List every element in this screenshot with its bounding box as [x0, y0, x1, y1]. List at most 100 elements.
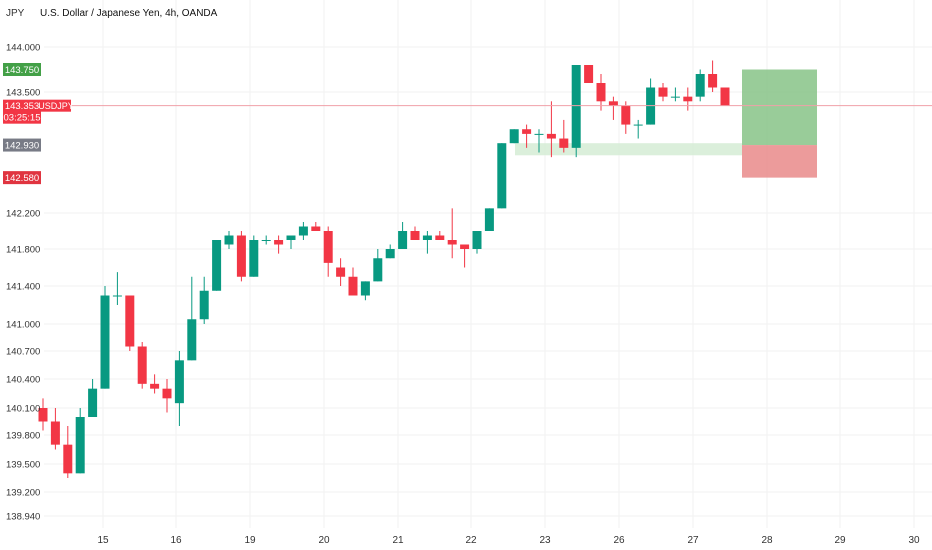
- candle-body: [311, 226, 321, 231]
- candle-body: [373, 258, 383, 282]
- y-tick-label: 138.940: [6, 512, 40, 523]
- candle: [112, 272, 122, 305]
- candle-body: [398, 231, 408, 249]
- entry-badge: 142.930: [3, 138, 41, 152]
- bar-countdown: 03:25:15: [4, 113, 41, 124]
- candle: [695, 69, 705, 102]
- candle-body: [546, 133, 556, 139]
- candle-body: [435, 235, 445, 240]
- candle: [286, 235, 296, 249]
- candle-body: [695, 74, 705, 97]
- x-tick-label: 19: [244, 535, 256, 546]
- candle: [249, 235, 259, 277]
- x-tick-label: 28: [761, 535, 773, 546]
- candle-body: [38, 408, 48, 422]
- candle: [50, 408, 60, 450]
- current-price-badge: 143.353 03:25:15 USDJPY: [3, 99, 74, 124]
- candle: [212, 240, 222, 291]
- candle-body: [212, 240, 222, 291]
- x-tick-label: 21: [392, 535, 404, 546]
- candle: [373, 249, 383, 282]
- candle-body: [249, 240, 259, 277]
- symbol-badge: USDJPY: [38, 101, 74, 111]
- candle-body: [174, 360, 184, 404]
- candle: [571, 65, 581, 158]
- candle: [224, 231, 234, 249]
- candle-body: [75, 417, 85, 474]
- candle-body: [571, 65, 581, 148]
- candle: [509, 129, 519, 144]
- stop-loss-zone[interactable]: [742, 145, 817, 178]
- candle: [497, 143, 507, 209]
- demand-zone: [515, 143, 742, 156]
- candle-body: [336, 267, 346, 277]
- candle-body: [720, 87, 730, 106]
- chart-title: U.S. Dollar / Japanese Yen, 4h, OANDA: [40, 8, 218, 19]
- candle-body: [112, 295, 122, 297]
- candle: [75, 408, 85, 474]
- candle-body: [274, 240, 284, 245]
- candle: [670, 87, 680, 102]
- candle-body: [559, 138, 569, 148]
- currency-label: JPY: [6, 8, 25, 19]
- candle: [584, 65, 594, 83]
- candle: [150, 374, 160, 394]
- x-tick-label: 22: [465, 535, 477, 546]
- candle-body: [534, 133, 544, 135]
- candle-body: [286, 235, 296, 240]
- candle: [38, 398, 48, 431]
- x-tick-label: 30: [908, 535, 920, 546]
- candle: [522, 124, 532, 148]
- candle-body: [633, 124, 643, 126]
- candle: [646, 78, 656, 125]
- candle-body: [447, 240, 457, 245]
- candle-body: [658, 87, 668, 97]
- candle-body: [261, 240, 271, 241]
- y-axis: 144.000 143.500 142.200 141.800 141.400 141.0…: [6, 43, 40, 523]
- y-tick-label: 141.800: [6, 245, 40, 256]
- take-profit-zone[interactable]: [742, 69, 817, 146]
- candle: [720, 87, 730, 106]
- candle: [348, 267, 358, 296]
- candle-body: [88, 388, 98, 417]
- candle-body: [683, 96, 693, 102]
- candle: [398, 222, 408, 249]
- candle-body: [50, 421, 60, 445]
- candle: [422, 231, 432, 254]
- y-tick-label: 140.700: [6, 347, 40, 358]
- x-axis: 15 16 19 20 21 22 23 26 27 28 29 30: [97, 535, 920, 546]
- candle: [484, 208, 494, 231]
- y-tick-label: 139.800: [6, 431, 40, 442]
- candle: [199, 276, 209, 324]
- candle: [621, 101, 631, 134]
- candle: [546, 101, 556, 158]
- x-tick-label: 27: [687, 535, 699, 546]
- candle: [559, 119, 569, 153]
- candle: [125, 295, 135, 351]
- candle: [298, 222, 308, 240]
- candle-body: [708, 74, 718, 88]
- candle: [100, 286, 110, 389]
- candle-body: [422, 235, 432, 240]
- candle-body: [150, 383, 160, 389]
- entry-price: 142.930: [5, 141, 39, 152]
- candle: [336, 258, 346, 286]
- candle: [633, 119, 643, 139]
- x-tick-label: 16: [170, 535, 182, 546]
- candle-body: [608, 101, 618, 106]
- candle-body: [584, 65, 594, 83]
- candle: [385, 244, 395, 259]
- candle-body: [348, 276, 358, 296]
- candle-body: [472, 231, 482, 249]
- x-tick-label: 20: [318, 535, 330, 546]
- candle-body: [187, 319, 197, 361]
- candle-body: [63, 444, 73, 474]
- stop-loss-price: 142.580: [5, 173, 39, 184]
- candle-body: [460, 244, 470, 249]
- candle-body: [199, 290, 209, 320]
- candle: [261, 235, 271, 245]
- candle-body: [125, 295, 135, 347]
- candle-body: [298, 226, 308, 236]
- y-tick-label: 144.000: [6, 43, 40, 54]
